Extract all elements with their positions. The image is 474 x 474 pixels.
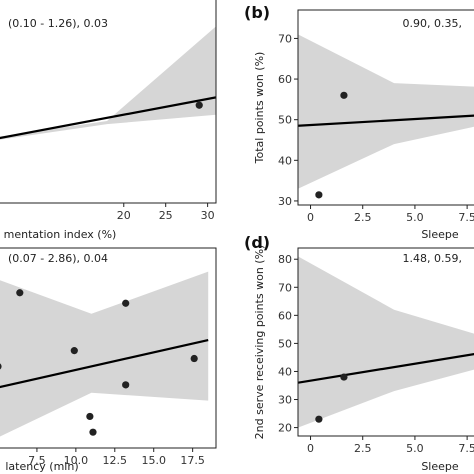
- y-tick-label: 70: [278, 32, 292, 45]
- x-tick-label: 5.0: [406, 211, 424, 224]
- confidence-band: [0, 26, 216, 140]
- panel-3: 7.5 10.0 12.5 15.0 17.5 (0.07 - 2.86), 0.04 la…: [0, 247, 217, 473]
- stat-annotation: 0.90, 0.35,: [403, 17, 462, 30]
- y-tick-label: 60: [278, 73, 292, 86]
- stat-annotation: 1.48, 0.59,: [403, 252, 462, 265]
- regression-line: [0, 96, 216, 140]
- data-point: [70, 347, 78, 355]
- x-tick-label: 15.0: [141, 454, 166, 467]
- stat-annotation: (0.10 - 1.26), 0.03: [8, 17, 108, 30]
- data-point: [16, 289, 24, 297]
- data-point: [86, 412, 94, 421]
- data-point: [340, 373, 348, 381]
- plot-frame: [0, 0, 217, 204]
- stat-annotation: (0.07 - 2.86), 0.04: [8, 252, 108, 265]
- y-axis-label: Total points won (%): [253, 52, 266, 165]
- y-axis-label: 2nd serve receiving points won (%): [253, 245, 266, 440]
- x-tick-label: 25: [159, 209, 173, 222]
- x-tick-label: 30: [201, 209, 215, 222]
- confidence-band: [298, 34, 474, 189]
- confidence-band: [0, 271, 209, 437]
- x-tick-label: 0: [307, 211, 314, 224]
- x-tick-label: 2.5: [354, 211, 372, 224]
- data-point: [315, 191, 323, 199]
- x-axis-label: latency (min): [5, 460, 78, 473]
- regression-line: [0, 339, 209, 389]
- regression-line: [298, 352, 474, 384]
- y-tick-label: 40: [278, 365, 292, 378]
- panel-1: 20 25 30 (0.10 - 1.26), 0.03 mentation index…: [0, 0, 217, 241]
- x-axis-label: Sleepe: [421, 228, 459, 241]
- data-point: [340, 91, 348, 99]
- data-point: [122, 299, 130, 307]
- y-tick-label: 70: [278, 281, 292, 294]
- x-axis-label: Sleepe: [421, 460, 459, 473]
- y-tick-label: 40: [278, 154, 292, 167]
- x-tick-label: 7.5: [458, 211, 474, 224]
- panel-4: 0 2.5 5.0 7.5 20 30 40 50 60 70 80 1.48, 0.59, Sleep…: [244, 233, 474, 473]
- data-point: [195, 101, 203, 109]
- x-tick-label: 7.5: [28, 454, 46, 467]
- y-tick-label: 50: [278, 337, 292, 350]
- x-tick-label: 10.0: [64, 454, 89, 467]
- plot-frame: [297, 247, 474, 437]
- y-tick-label: 80: [278, 253, 292, 266]
- y-tick-label: 30: [278, 394, 292, 407]
- y-tick-label: 30: [278, 195, 292, 208]
- y-tick-label: 50: [278, 114, 292, 127]
- regression-line: [298, 114, 474, 127]
- data-point: [122, 381, 130, 389]
- x-tick-label: 2.5: [354, 442, 372, 455]
- confidence-band: [298, 256, 474, 428]
- plot-frame: [0, 247, 217, 449]
- x-tick-label: 12.5: [103, 454, 128, 467]
- x-axis-label: mentation index (%): [4, 228, 117, 241]
- panel-letter: (d): [244, 233, 270, 252]
- panel-letter: (b): [244, 3, 270, 22]
- y-tick-label: 20: [278, 422, 292, 435]
- data-point: [315, 415, 323, 423]
- x-tick-label: 17.5: [180, 454, 205, 467]
- x-tick-label: 5.0: [406, 442, 424, 455]
- plot-frame: [297, 9, 474, 206]
- x-tick-label: 20: [117, 209, 131, 222]
- x-tick-label: 7.5: [458, 442, 474, 455]
- data-point: [0, 363, 2, 370]
- data-point: [89, 428, 97, 436]
- y-tick-label: 60: [278, 309, 292, 322]
- x-tick-label: 0: [307, 442, 314, 455]
- data-point: [190, 354, 198, 363]
- panel-2: 0 2.5 5.0 7.5 30 40 50 60 70 0.90, 0.35, Sleepe Tot…: [244, 3, 474, 241]
